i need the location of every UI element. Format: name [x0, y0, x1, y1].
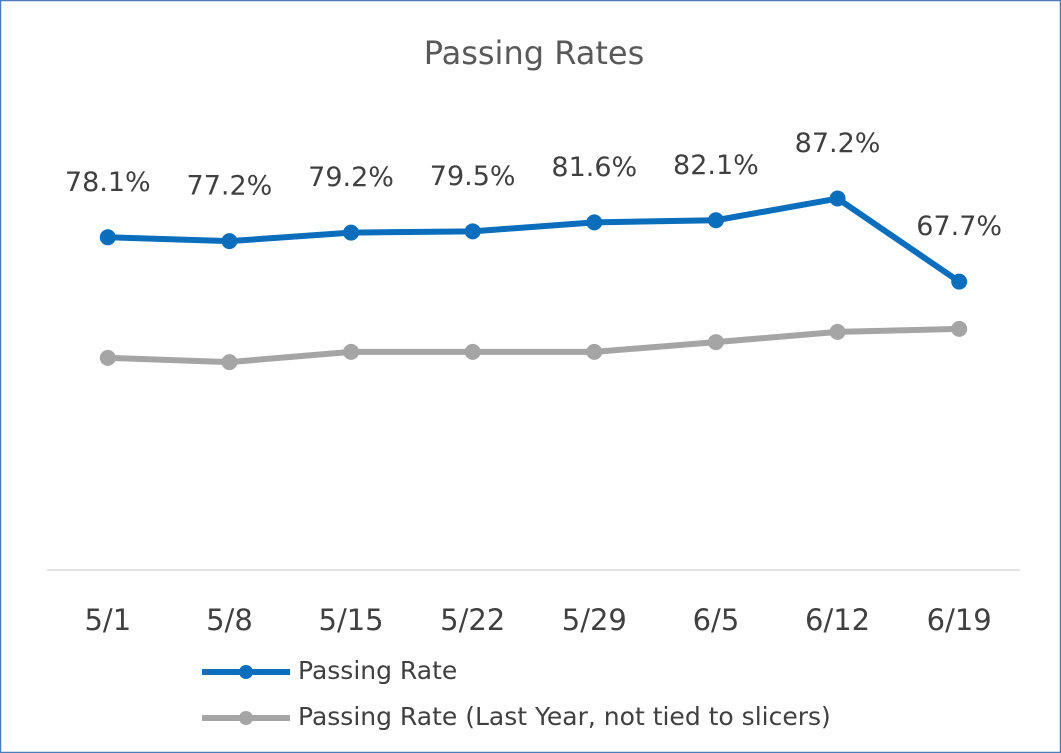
chart-title: Passing Rates	[424, 34, 645, 72]
legend-marker	[239, 711, 253, 725]
data-label: 81.6%	[551, 152, 637, 183]
data-label: 67.7%	[916, 211, 1002, 242]
data-label: 78.1%	[65, 167, 151, 198]
data-point	[707, 212, 724, 229]
legend-label: Passing Rate (Last Year, not tied to sli…	[298, 702, 831, 731]
series-line	[107, 325, 960, 366]
x-tick-label: 6/5	[693, 603, 740, 637]
data-label: 77.2%	[187, 171, 273, 202]
data-point	[464, 343, 481, 360]
data-point	[829, 323, 846, 340]
data-point	[99, 229, 116, 246]
data-point	[343, 343, 360, 360]
x-tick-label: 5/8	[206, 603, 253, 637]
x-tick-label: 5/15	[319, 603, 384, 637]
data-point	[221, 233, 238, 250]
data-point	[586, 214, 603, 231]
data-label: 79.2%	[308, 162, 394, 193]
x-tick-label: 5/22	[440, 603, 505, 637]
data-point	[464, 223, 481, 240]
data-label: 87.2%	[795, 128, 881, 159]
legend-label: Passing Rate	[298, 656, 457, 685]
legend-marker	[239, 665, 253, 679]
series-line	[107, 195, 961, 285]
x-tick-label: 6/12	[805, 603, 870, 637]
data-point	[99, 349, 116, 366]
data-label: 79.5%	[430, 161, 516, 192]
data-point	[221, 354, 238, 371]
data-point	[586, 343, 603, 360]
data-point	[951, 320, 968, 337]
data-label: 82.1%	[673, 150, 759, 181]
x-tick-label: 5/29	[562, 603, 627, 637]
x-tick-label: 6/19	[927, 603, 992, 637]
data-point	[829, 190, 846, 207]
x-tick-label: 5/1	[84, 603, 131, 637]
data-point	[343, 224, 360, 241]
data-point	[951, 273, 968, 290]
data-point	[707, 334, 724, 351]
